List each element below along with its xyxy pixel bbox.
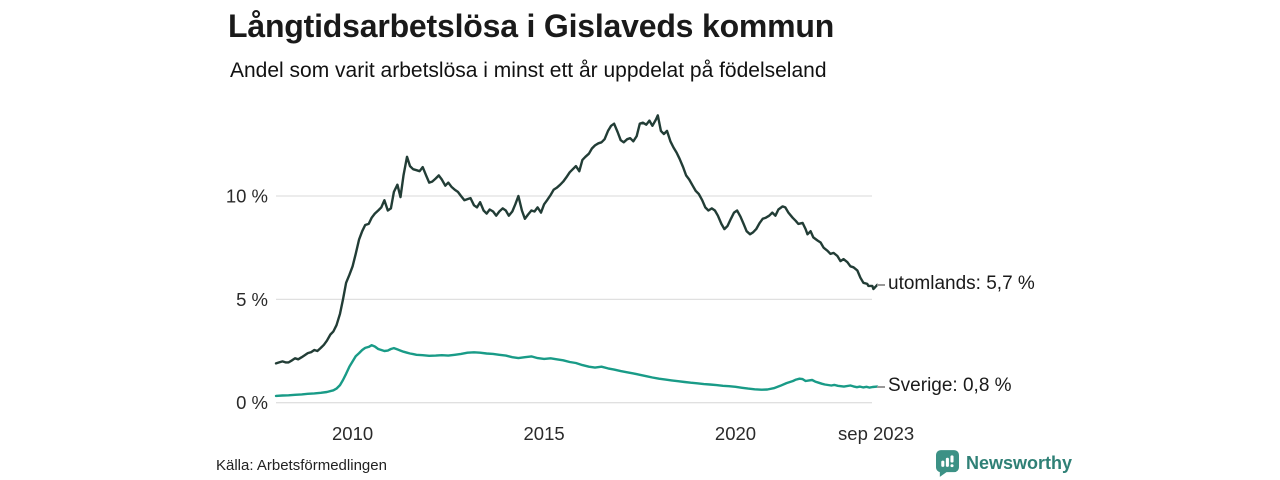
- x-tick-label-sep-2023: sep 2023: [838, 423, 914, 444]
- chart-title: Långtidsarbetslösa i Gislaveds kommun: [228, 8, 835, 44]
- series-line-utomlands: [274, 114, 879, 365]
- source-note: Källa: Arbetsförmedlingen: [216, 457, 387, 474]
- y-tick-label-0: 0 %: [236, 392, 268, 413]
- x-tick-label-2010: 2010: [332, 423, 373, 444]
- logo-bar-tall: [945, 457, 949, 467]
- label-connector-dash-utomlands: [877, 283, 885, 286]
- newsworthy-logo-text: Newsworthy: [966, 453, 1073, 473]
- newsworthy-logo: Newsworthy: [936, 450, 1072, 477]
- y-tick-label-5: 5 %: [236, 289, 268, 310]
- chart-subtitle: Andel som varit arbetslösa i minst ett å…: [230, 59, 827, 82]
- y-tick-label-10: 10 %: [226, 186, 268, 207]
- logo-exclamation-dot: [950, 464, 954, 468]
- x-tick-label-2020: 2020: [715, 423, 756, 444]
- logo-exclamation-bar: [950, 455, 954, 463]
- series-line-Sverige: [274, 344, 879, 398]
- series-end-label-utomlands: utomlands: 5,7 %: [888, 272, 1035, 294]
- newsworthy-logo-icon: [936, 450, 959, 477]
- x-tick-label-2015: 2015: [524, 423, 565, 444]
- series-end-label-Sverige: Sverige: 0,8 %: [888, 374, 1012, 396]
- logo-bar-short: [941, 460, 945, 467]
- label-connector-dash-Sverige: [877, 385, 885, 388]
